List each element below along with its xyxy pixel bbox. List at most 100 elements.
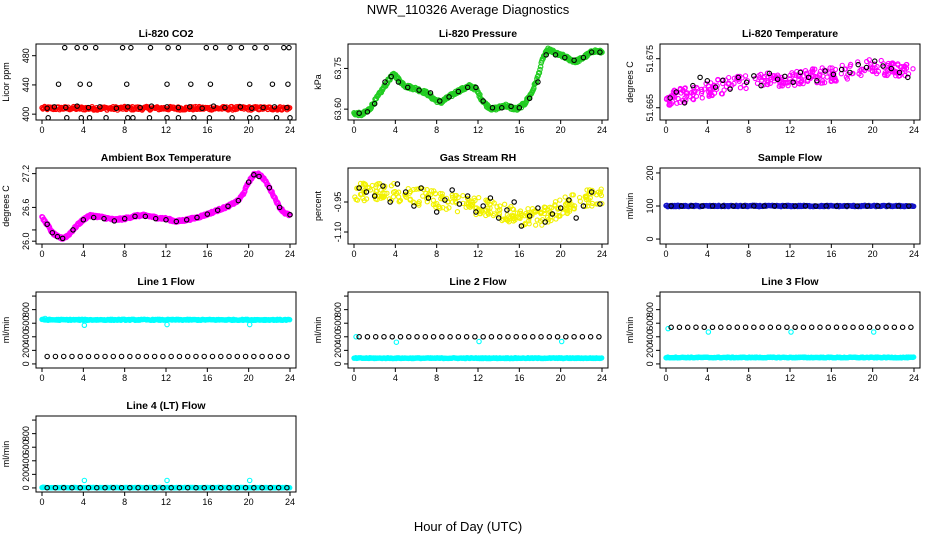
data-point xyxy=(42,315,48,322)
series-rh-yellow xyxy=(352,180,605,228)
data-point xyxy=(499,105,505,111)
data-point xyxy=(810,72,816,78)
data-point xyxy=(396,199,402,205)
data-point xyxy=(485,211,492,217)
data-point xyxy=(564,208,570,214)
data-point xyxy=(885,60,892,67)
data-point xyxy=(269,81,276,87)
data-point xyxy=(720,203,726,209)
data-point xyxy=(474,207,481,214)
data-point xyxy=(160,353,166,360)
data-point xyxy=(509,212,515,218)
data-point xyxy=(881,64,887,70)
data-point xyxy=(489,105,496,111)
data-point xyxy=(480,334,486,340)
data-point xyxy=(483,212,489,219)
x-tick-label: 0 xyxy=(39,373,44,383)
data-point xyxy=(722,77,729,83)
data-point xyxy=(94,484,100,491)
data-point xyxy=(175,104,182,111)
data-point xyxy=(775,324,782,331)
data-point xyxy=(703,81,709,87)
data-point xyxy=(218,484,224,491)
data-point xyxy=(870,329,877,335)
data-point xyxy=(869,65,876,71)
data-point xyxy=(449,194,456,200)
data-point xyxy=(582,194,588,200)
data-point xyxy=(516,215,522,221)
data-point xyxy=(413,186,419,192)
data-point xyxy=(477,91,483,98)
data-point xyxy=(463,334,470,340)
data-point xyxy=(164,321,170,328)
data-point xyxy=(892,73,899,79)
data-point xyxy=(844,203,850,209)
y-tick-label: 400 xyxy=(645,329,655,344)
data-point xyxy=(266,184,273,191)
data-point xyxy=(415,200,422,207)
series-pressure-reference xyxy=(356,49,603,116)
panel-data-ambient xyxy=(39,170,293,242)
data-point xyxy=(206,115,213,120)
panel-frame-line4 xyxy=(35,415,297,493)
data-point xyxy=(690,82,696,89)
data-point xyxy=(373,196,379,202)
data-point xyxy=(395,79,402,85)
data-point xyxy=(535,205,541,211)
data-point xyxy=(45,115,51,120)
x-tick-label: 20 xyxy=(244,373,254,383)
data-point xyxy=(225,203,231,210)
data-point xyxy=(819,80,826,86)
data-point xyxy=(495,215,502,221)
data-point xyxy=(464,84,471,91)
y-tick-label: 200 xyxy=(645,343,655,358)
data-point xyxy=(473,209,479,215)
data-point xyxy=(698,86,705,93)
data-point xyxy=(668,203,674,209)
x-tick-label: 8 xyxy=(122,125,127,135)
data-point xyxy=(535,73,541,79)
data-point xyxy=(81,477,88,484)
data-point xyxy=(854,203,860,209)
panel-title-sample_flow: Sample Flow xyxy=(758,152,823,164)
data-point xyxy=(743,79,750,86)
panel-data-line4 xyxy=(39,477,293,491)
data-point xyxy=(682,85,688,91)
data-point xyxy=(667,102,673,108)
data-point xyxy=(364,109,371,115)
x-tick-label: 4 xyxy=(81,373,86,383)
data-point xyxy=(69,353,75,360)
data-point xyxy=(759,324,765,331)
data-point xyxy=(80,217,87,223)
panel-title-line3: Line 3 Flow xyxy=(761,276,819,288)
y-tick-label: 0 xyxy=(21,485,31,490)
x-tick-label: 8 xyxy=(746,125,751,135)
data-point xyxy=(825,324,831,331)
data-point xyxy=(69,484,75,491)
data-point xyxy=(885,203,891,209)
x-tick-label: 20 xyxy=(868,373,878,383)
x-tick-label: 0 xyxy=(39,249,44,259)
panel-co2: Li-820 CO2 Licor ppm 0 4 8 12 16 20 24 400 440 480 xyxy=(1,28,297,135)
x-tick-label: 8 xyxy=(122,373,127,383)
data-point xyxy=(866,57,872,63)
data-point xyxy=(456,201,463,207)
data-point xyxy=(855,59,861,65)
data-point xyxy=(118,484,125,491)
data-point xyxy=(869,67,875,74)
data-point xyxy=(242,353,249,360)
data-point xyxy=(70,227,76,233)
x-tick-label: 8 xyxy=(746,249,751,259)
data-point xyxy=(251,484,257,491)
data-point xyxy=(358,191,365,197)
series-line2-cyan-band xyxy=(351,355,605,362)
x-tick-label: 12 xyxy=(161,249,171,259)
x-tick-label: 20 xyxy=(244,497,254,507)
data-point xyxy=(238,44,245,51)
data-point xyxy=(246,477,253,484)
y-tick-label: 400 xyxy=(21,329,31,344)
data-point xyxy=(734,324,741,331)
x-tick-label: 20 xyxy=(868,249,878,259)
data-point xyxy=(452,195,458,201)
data-point xyxy=(382,190,388,196)
